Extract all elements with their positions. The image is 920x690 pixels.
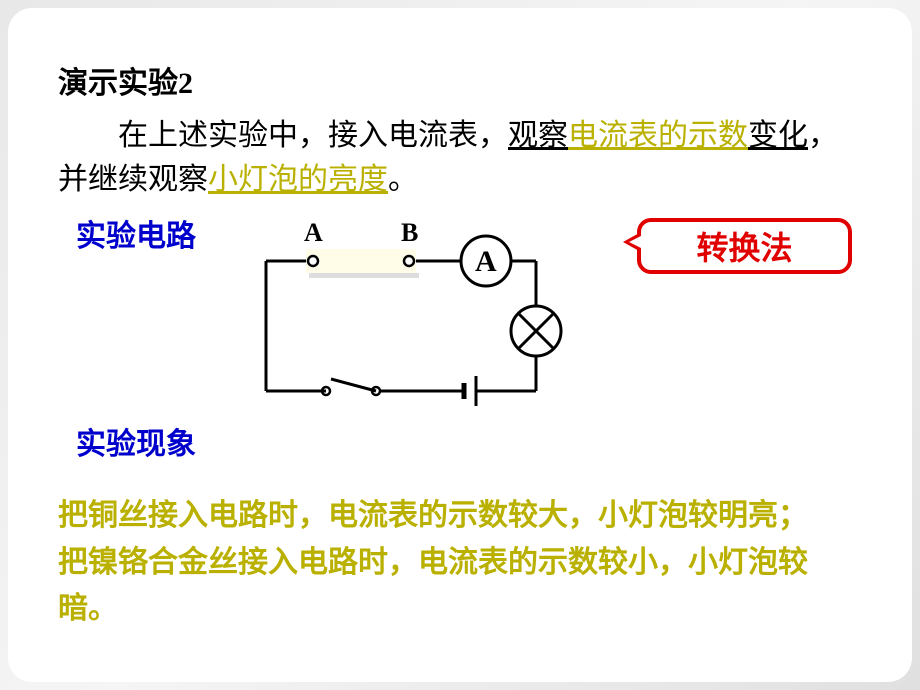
experiment-title: 演示实验2 [58, 58, 862, 102]
desc-text-pre: 在上述实验中，接入电流表， [118, 119, 508, 152]
result-line-1: 把铜丝接入电路时，电流表的示数较大，小灯泡较明亮； [58, 493, 862, 540]
method-callout: 转换法 [637, 218, 852, 274]
desc-ammeter-reading: 电流表的示数 [568, 119, 748, 152]
callout-tail-icon [623, 232, 641, 252]
ammeter-label: A [475, 245, 497, 278]
callout-text: 转换法 [696, 223, 792, 269]
desc-end: 。 [388, 163, 418, 196]
experiment-description: 在上述实验中，接入电流表，观察电流表的示数变化，并继续观察小灯泡的亮度。 [58, 114, 862, 201]
result-text: 把铜丝接入电路时，电流表的示数较大，小灯泡较明亮； 把镍铬合金丝接入电路时，电流… [58, 493, 862, 633]
desc-bulb-brightness: 小灯泡的亮度 [208, 163, 388, 196]
desc-mid1: 变化 [748, 119, 808, 152]
phenomenon-label: 实验现象 [76, 419, 862, 463]
terminal-b-label: B [401, 218, 418, 247]
desc-observe: 观察 [508, 119, 568, 152]
result-line-2: 把镍铬合金丝接入电路时，电流表的示数较小，小灯泡较暗。 [58, 540, 862, 633]
circuit-diagram: A B A [256, 211, 566, 411]
circuit-label: 实验电路 [76, 211, 196, 255]
terminal-a-label: A [304, 218, 323, 247]
slide: 演示实验2 在上述实验中，接入电流表，观察电流表的示数变化，并继续观察小灯泡的亮… [8, 8, 912, 682]
circuit-svg: A B A [256, 211, 566, 411]
